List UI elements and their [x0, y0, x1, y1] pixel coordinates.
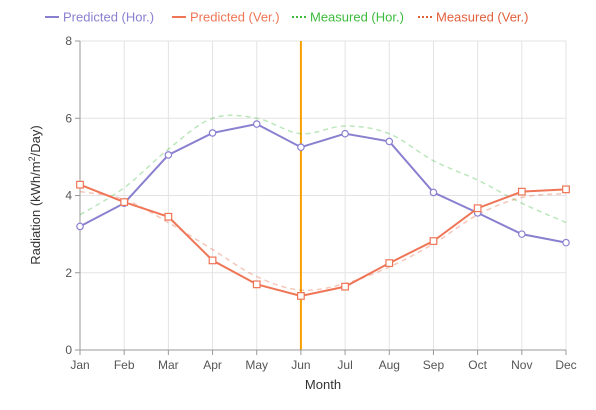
y-axis-title-part3: )	[28, 125, 43, 129]
x-tick-label: Mar	[158, 358, 179, 372]
data-point	[252, 120, 261, 128]
series-predicted-hor	[76, 120, 570, 247]
x-tick-label: May	[245, 358, 268, 372]
x-tick-label: Jun	[291, 358, 310, 372]
y-tick-label: 2	[65, 266, 72, 280]
legend-label: Predicted (Hor.)	[63, 10, 154, 25]
data-point	[385, 259, 394, 267]
data-point	[252, 280, 261, 289]
legend-item-measured-hor: Measured (Hor.)	[292, 10, 404, 25]
data-point	[76, 222, 84, 231]
legend-label: Predicted (Ver.)	[190, 10, 280, 25]
series-predicted-ver	[76, 180, 570, 300]
data-point	[208, 256, 217, 265]
x-axis-title: Month	[305, 377, 341, 392]
grid	[79, 40, 567, 351]
data-point	[164, 212, 173, 221]
data-point	[297, 143, 305, 152]
x-tick-label: Dec	[555, 358, 576, 372]
x-tick-label: Jul	[337, 358, 352, 372]
x-tick-label: Apr	[203, 358, 222, 372]
data-point	[429, 237, 438, 245]
data-point	[341, 129, 349, 138]
series-line-measured-hor	[79, 114, 567, 224]
series-layer	[76, 114, 570, 300]
x-tick-label: Jan	[70, 358, 89, 372]
y-axis-title-part1: Radiation (kWh/m	[28, 161, 43, 264]
data-point	[341, 282, 349, 291]
series-line-measured-ver	[79, 190, 567, 292]
series-line-predicted-ver	[79, 183, 567, 297]
legend-item-predicted-hor: Predicted (Hor.)	[45, 10, 154, 25]
data-point	[120, 198, 129, 206]
data-point	[208, 129, 217, 137]
y-axis-title-sup1: 2	[27, 156, 37, 161]
legend-label: Measured (Hor.)	[310, 10, 404, 25]
x-tick-label: Sep	[423, 358, 445, 372]
axes: 0 2 4 6 8 Jan Feb Mar Apr May Jun Jul Aug Sep Oct Nov De…	[65, 34, 576, 372]
x-tick-label: Aug	[379, 358, 400, 372]
data-point	[429, 188, 438, 197]
x-tick-label: Nov	[511, 358, 532, 372]
x-tick-label: Oct	[468, 358, 487, 372]
data-point	[562, 185, 570, 194]
data-point	[76, 180, 84, 189]
data-point	[562, 238, 570, 247]
legend-item-predicted-ver: Predicted (Ver.)	[172, 10, 280, 25]
legend: Predicted (Hor.) Predicted (Ver.) Measured…	[45, 10, 529, 25]
data-point	[385, 137, 394, 146]
y-tick-label: 8	[65, 34, 72, 48]
data-point	[297, 292, 305, 300]
y-axis-title: Radiation (kWh/m2/Day)	[27, 125, 43, 264]
legend-label: Measured (Ver.)	[436, 10, 529, 25]
series-line-predicted-hor	[79, 122, 567, 244]
data-point	[517, 187, 526, 196]
y-tick-label: 4	[65, 189, 72, 203]
data-point	[518, 230, 526, 238]
series-measured-hor	[79, 114, 567, 224]
y-tick-label: 6	[65, 111, 72, 125]
data-point	[473, 204, 482, 213]
series-measured-ver	[79, 190, 567, 292]
legend-item-measured-ver: Measured (Ver.)	[418, 10, 529, 25]
x-tick-label: Feb	[114, 358, 135, 372]
data-point	[164, 151, 173, 159]
y-axis-title-part2: /Day	[28, 129, 43, 156]
y-tick-label: 0	[65, 343, 72, 357]
